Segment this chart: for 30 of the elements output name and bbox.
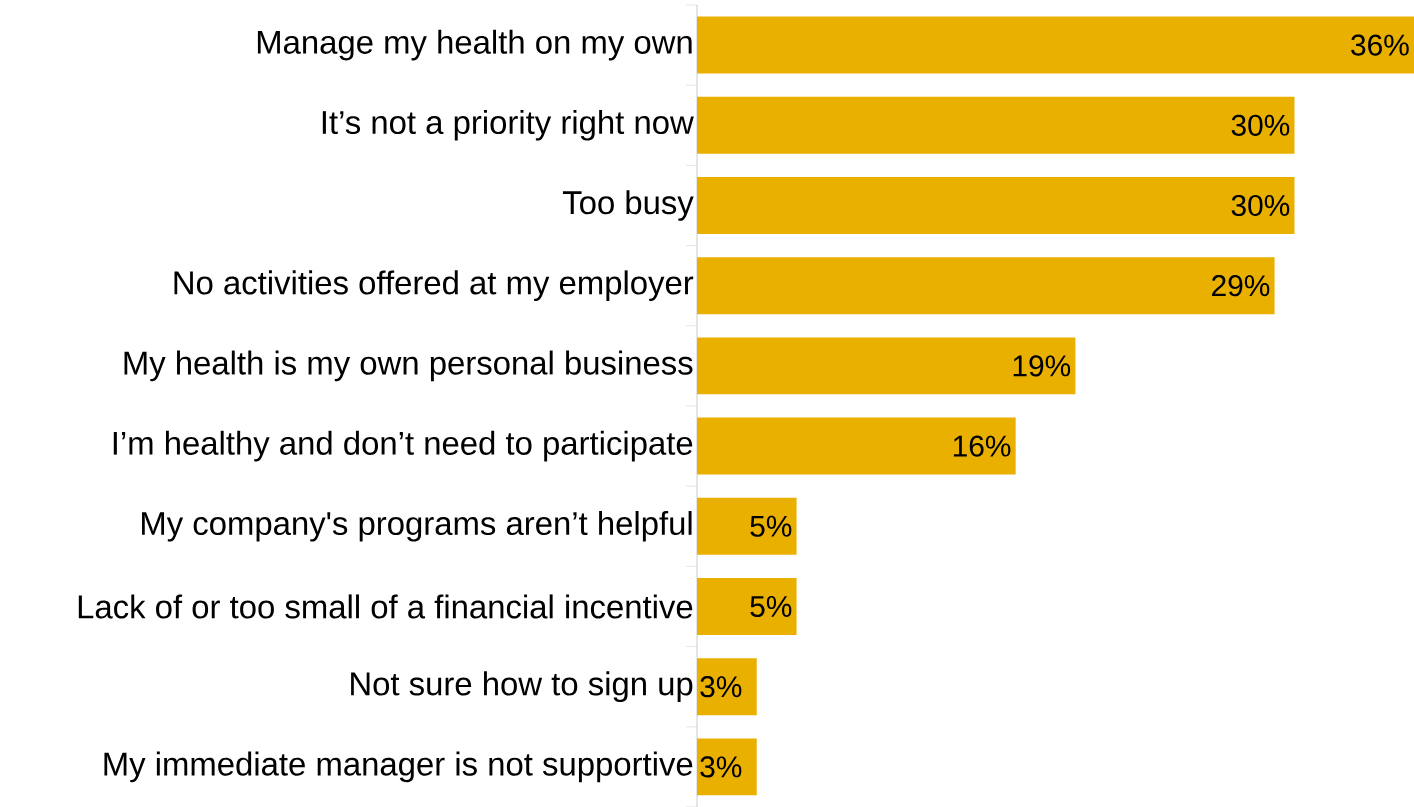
y-tick-label: My immediate manager is not supportive [104,751,693,783]
y-tick-label: It’s not a priority right now [322,109,694,141]
y-tick-label: No activities offered at my employer [174,270,694,301]
bar [697,337,1076,395]
data-label: 36% [1351,34,1409,56]
data-label: 19% [1013,355,1071,377]
y-tick-label: Lack of or too small of a financial incentive [78,594,693,619]
y-tick-label: Not sure how to sign up [351,671,693,702]
y-tick-label: Too busy [562,190,694,221]
bar [697,16,1414,74]
bar [697,176,1295,234]
y-tick-label: Manage my health on my own [257,29,692,61]
y-tick-label: I’m healthy and don’t need to participate [113,430,693,462]
bar [697,658,757,716]
bar [697,96,1295,154]
data-label: 5% [750,595,792,617]
y-tick-label: My health is my own personal business [124,350,693,382]
data-label: 29% [1212,275,1270,297]
data-label: 3% [700,756,742,778]
data-label: 3% [700,676,742,698]
bar [697,497,797,555]
bar [697,577,797,635]
data-label: 16% [953,435,1011,457]
bar [697,417,1016,475]
data-label: 30% [1231,114,1290,136]
bar [697,257,1275,315]
bar [697,738,757,796]
data-label: 30% [1231,194,1290,216]
data-label: 5% [750,515,792,537]
y-tick-label: My company's programs aren’t helpful [142,510,692,542]
